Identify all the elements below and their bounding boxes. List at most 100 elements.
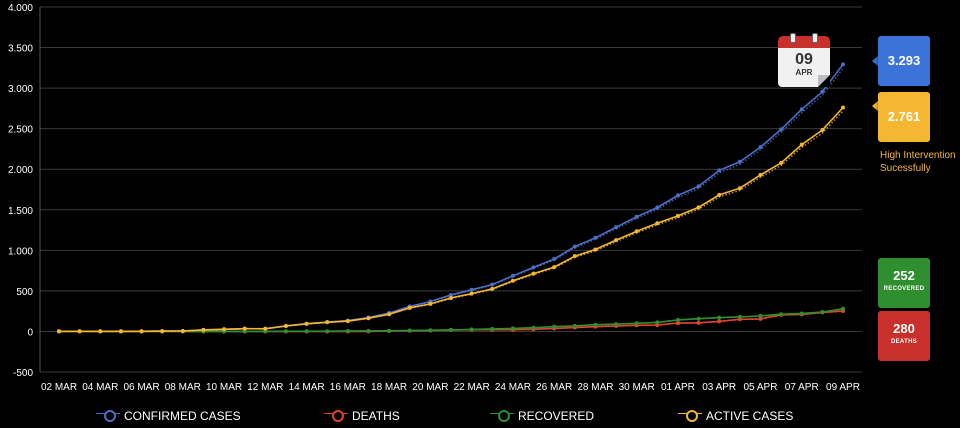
data-point[interactable]	[696, 205, 701, 210]
data-point[interactable]	[696, 184, 701, 189]
data-point[interactable]	[263, 326, 268, 331]
data-point[interactable]	[634, 321, 639, 326]
data-point[interactable]	[572, 244, 577, 249]
series-lines	[57, 62, 845, 334]
data-point[interactable]	[428, 328, 433, 333]
data-point[interactable]	[345, 319, 350, 324]
data-point[interactable]	[180, 328, 185, 333]
data-point[interactable]	[201, 327, 206, 332]
data-point[interactable]	[820, 309, 825, 314]
data-point[interactable]	[593, 247, 598, 252]
data-point[interactable]	[614, 225, 619, 230]
data-point[interactable]	[799, 142, 804, 147]
data-point[interactable]	[160, 329, 165, 334]
data-point[interactable]	[283, 324, 288, 329]
data-point[interactable]	[737, 159, 742, 164]
data-point[interactable]	[531, 325, 536, 330]
data-point[interactable]	[779, 127, 784, 132]
data-point[interactable]	[779, 312, 784, 317]
data-point[interactable]	[717, 168, 722, 173]
data-point[interactable]	[634, 214, 639, 219]
data-point[interactable]	[366, 328, 371, 333]
data-point[interactable]	[675, 321, 680, 326]
data-point[interactable]	[655, 221, 660, 226]
data-point[interactable]	[614, 238, 619, 243]
data-point[interactable]	[118, 329, 123, 334]
data-point[interactable]	[325, 329, 330, 334]
data-point[interactable]	[469, 327, 474, 332]
data-point[interactable]	[820, 89, 825, 94]
data-point[interactable]	[758, 145, 763, 150]
data-point[interactable]	[490, 326, 495, 331]
legend-item-recovered[interactable]: RECOVERED	[490, 409, 594, 423]
data-point[interactable]	[449, 327, 453, 332]
data-point[interactable]	[593, 322, 598, 327]
data-point[interactable]	[510, 273, 515, 278]
data-point[interactable]	[841, 62, 845, 67]
data-point[interactable]	[779, 160, 784, 165]
data-point[interactable]	[675, 193, 680, 198]
data-point[interactable]	[675, 317, 680, 322]
data-point[interactable]	[737, 186, 742, 191]
data-point[interactable]	[510, 278, 515, 283]
data-point[interactable]	[469, 287, 474, 292]
data-point[interactable]	[77, 329, 82, 334]
data-point[interactable]	[799, 311, 804, 316]
data-point[interactable]	[634, 229, 639, 234]
data-point[interactable]	[387, 312, 392, 317]
data-point[interactable]	[449, 292, 453, 297]
data-point[interactable]	[799, 107, 804, 112]
data-point[interactable]	[428, 301, 433, 306]
data-point[interactable]	[407, 328, 412, 333]
data-point[interactable]	[531, 265, 536, 270]
legend-item-confirmed[interactable]: CONFIRMED CASES	[96, 409, 241, 423]
data-point[interactable]	[717, 315, 722, 320]
data-point[interactable]	[737, 314, 742, 319]
data-point[interactable]	[490, 286, 495, 291]
data-point[interactable]	[758, 316, 763, 321]
data-point[interactable]	[98, 329, 103, 334]
data-point[interactable]	[758, 313, 763, 318]
data-point[interactable]	[490, 282, 495, 287]
data-point[interactable]	[717, 192, 722, 197]
data-point[interactable]	[552, 324, 557, 329]
data-point[interactable]	[222, 327, 227, 332]
data-point[interactable]	[655, 205, 660, 210]
data-point[interactable]	[57, 329, 61, 334]
data-point[interactable]	[366, 316, 371, 321]
legend-item-deaths[interactable]: DEATHS	[324, 409, 400, 423]
data-point[interactable]	[552, 257, 557, 262]
x-tick-label: 28 MAR	[577, 382, 613, 393]
data-point[interactable]	[820, 128, 825, 133]
data-point[interactable]	[387, 328, 392, 333]
data-point[interactable]	[242, 326, 247, 331]
data-point[interactable]	[552, 265, 557, 270]
data-point[interactable]	[304, 329, 309, 334]
data-point[interactable]	[325, 320, 330, 325]
data-point[interactable]	[841, 105, 845, 110]
data-point[interactable]	[139, 329, 144, 334]
legend-item-active[interactable]: ACTIVE CASES	[678, 409, 793, 423]
data-point[interactable]	[449, 295, 453, 300]
data-point[interactable]	[655, 320, 660, 325]
data-point[interactable]	[304, 321, 309, 326]
data-point[interactable]	[572, 323, 577, 328]
data-point[interactable]	[572, 254, 577, 259]
data-point[interactable]	[345, 329, 350, 334]
x-tick-label: 18 MAR	[371, 382, 407, 393]
data-point[interactable]	[242, 329, 247, 334]
data-point[interactable]	[510, 326, 515, 331]
data-point[interactable]	[407, 305, 412, 310]
data-point[interactable]	[593, 235, 598, 240]
data-point[interactable]	[841, 306, 845, 311]
recovered-callout-label: RECOVERED	[883, 286, 925, 292]
data-point[interactable]	[696, 320, 701, 325]
data-point[interactable]	[696, 316, 701, 321]
data-point[interactable]	[469, 291, 474, 296]
data-point[interactable]	[531, 271, 536, 276]
data-point[interactable]	[758, 172, 763, 177]
data-point[interactable]	[717, 319, 722, 324]
data-point[interactable]	[675, 213, 680, 218]
data-point[interactable]	[283, 329, 288, 334]
data-point[interactable]	[614, 322, 619, 327]
